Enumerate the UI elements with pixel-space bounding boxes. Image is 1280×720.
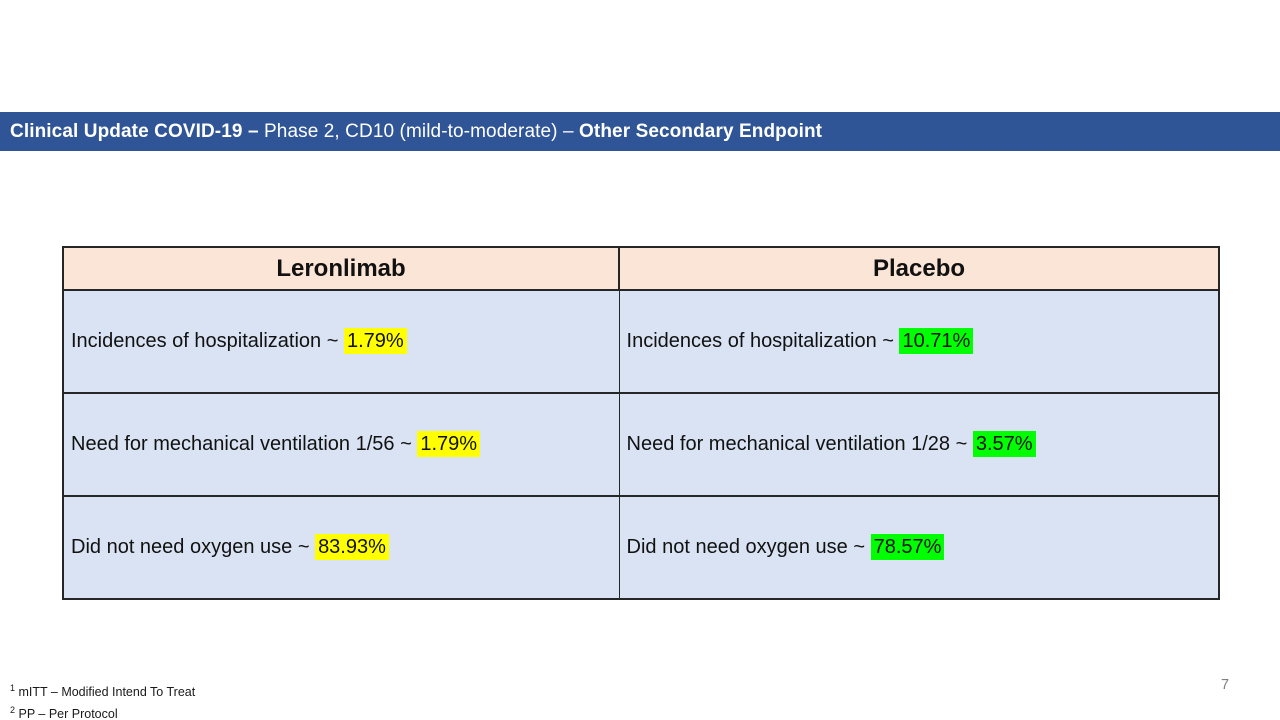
footnote-pp: 2 PP – Per Protocol: [10, 701, 195, 720]
footnote-text: PP – Per Protocol: [15, 707, 118, 720]
cell-ventilation-placebo: Need for mechanical ventilation 1/28 ~ 3…: [618, 392, 1220, 497]
table-header-row: Leronlimab Placebo: [61, 246, 1220, 291]
cell-hospitalization-placebo: Incidences of hospitalization ~ 10.71%: [618, 289, 1220, 394]
title-segment-2: Phase 2, CD10 (mild-to-moderate) –: [264, 120, 580, 142]
title-segment-3: Other Secondary Endpoint: [579, 120, 823, 142]
highlighted-value: 1.79%: [343, 328, 407, 354]
cell-text: Incidences of hospitalization ~: [626, 330, 900, 352]
footnote-text: mITT – Modified Intend To Treat: [15, 685, 196, 700]
highlighted-value: 78.57%: [870, 534, 945, 560]
highlighted-value: 1.79%: [417, 431, 481, 457]
cell-oxygen-placebo: Did not need oxygen use ~ 78.57%: [618, 495, 1220, 600]
column-header-leronlimab: Leronlimab: [61, 246, 621, 291]
table-row-oxygen: Did not need oxygen use ~ 83.93% Did not…: [61, 495, 1220, 600]
cell-text: Did not need oxygen use ~: [626, 536, 871, 558]
cell-text: Need for mechanical ventilation 1/28 ~: [626, 433, 973, 455]
cell-text: Need for mechanical ventilation 1/56 ~: [71, 433, 418, 455]
table-row-ventilation: Need for mechanical ventilation 1/56 ~ 1…: [61, 392, 1220, 497]
table-row-hospitalization: Incidences of hospitalization ~ 1.79% In…: [61, 289, 1220, 394]
cell-oxygen-leronlimab: Did not need oxygen use ~ 83.93%: [61, 495, 620, 600]
footnote-mitt: 1 mITT – Modified Intend To Treat: [10, 679, 195, 701]
cell-text: Did not need oxygen use ~: [71, 536, 316, 558]
page-number: 7: [1221, 677, 1230, 693]
cell-hospitalization-leronlimab: Incidences of hospitalization ~ 1.79%: [61, 289, 620, 394]
highlighted-value: 3.57%: [972, 431, 1036, 457]
title-segment-1: Clinical Update COVID-19 –: [10, 120, 264, 142]
title-bar: Clinical Update COVID-19 – Phase 2, CD10…: [0, 112, 1280, 151]
cell-text: Incidences of hospitalization ~: [71, 330, 344, 352]
footnotes: 1 mITT – Modified Intend To Treat 2 PP –…: [10, 679, 195, 720]
highlighted-value: 83.93%: [315, 534, 389, 560]
footnote-sup: 2: [10, 705, 16, 716]
cell-ventilation-leronlimab: Need for mechanical ventilation 1/56 ~ 1…: [61, 392, 620, 497]
endpoint-table: Leronlimab Placebo Incidences of hospita…: [61, 246, 1220, 600]
highlighted-value: 10.71%: [899, 328, 974, 354]
footnote-sup: 1: [10, 683, 16, 693]
column-header-placebo: Placebo: [618, 246, 1220, 291]
